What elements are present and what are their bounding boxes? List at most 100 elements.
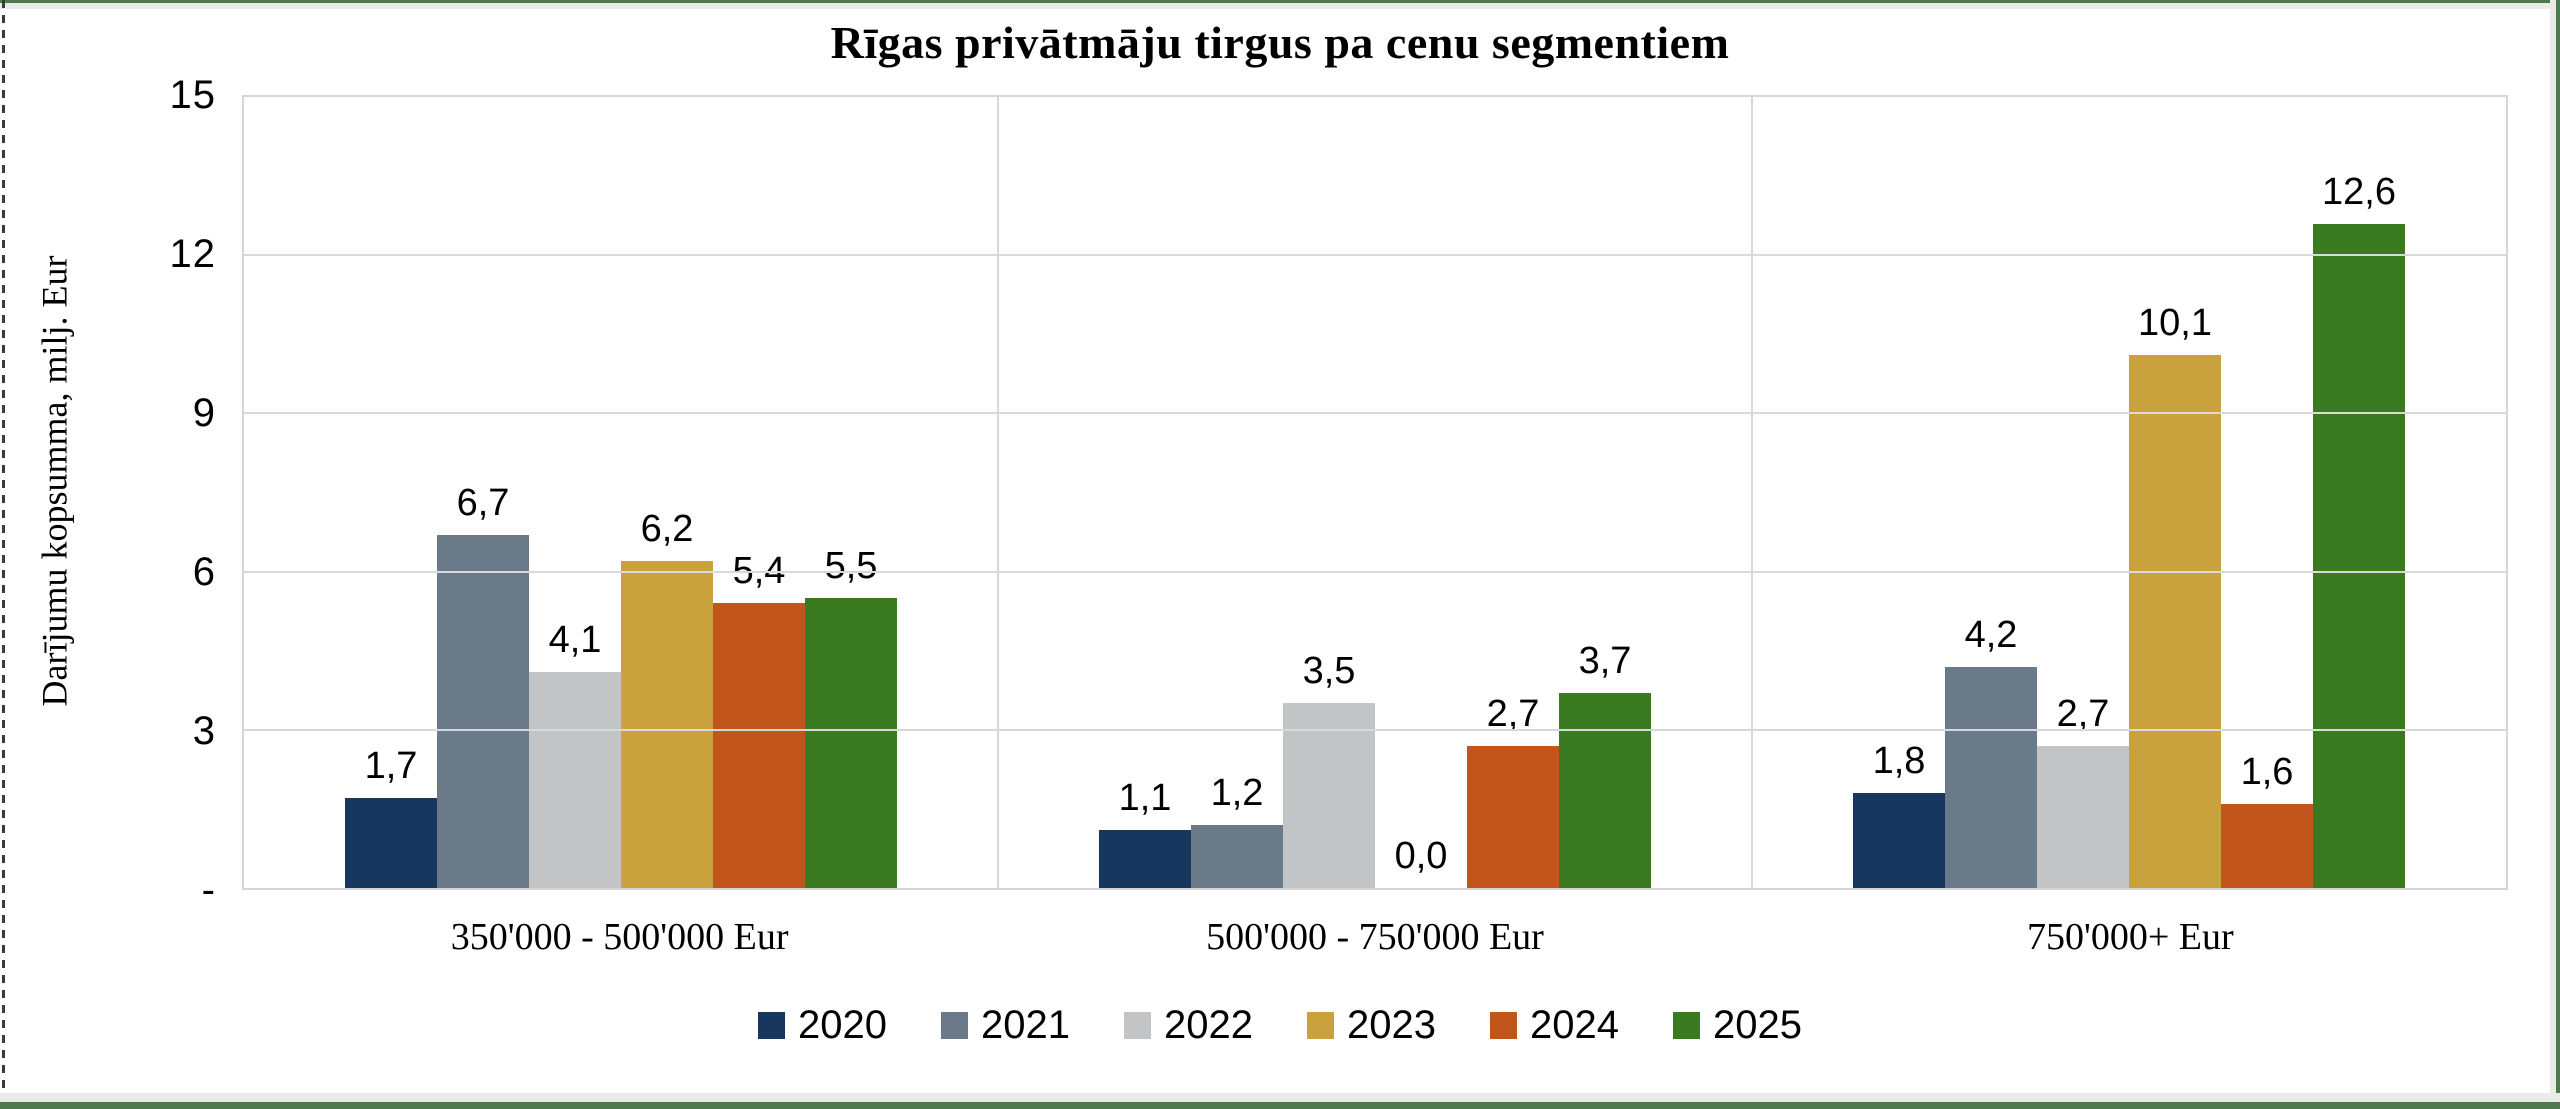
bar-value-label: 1,1 <box>1118 777 1172 819</box>
sheet-bottom-border <box>0 1102 2560 1109</box>
legend-swatch <box>941 1011 969 1039</box>
bar-value-label: 2,7 <box>2056 692 2110 735</box>
bar-2024 <box>1467 745 1559 888</box>
y-tick-label: 6 <box>192 550 216 594</box>
bar-value-label: 4,1 <box>548 618 602 661</box>
bar-2023 <box>2129 355 2221 888</box>
legend-swatch <box>1307 1011 1334 1039</box>
bar-slot-2020: 1,8 <box>1853 97 1945 888</box>
legend-label: 2024 <box>1529 1003 1619 1047</box>
bar-slot-2022: 3,5 <box>1283 97 1375 888</box>
legend: 2020 2021 2022 2023 2024 2025 <box>0 1002 2560 1048</box>
gridline <box>244 570 2506 573</box>
legend-label: 2021 <box>981 1003 1071 1047</box>
bar-value-label: 1,2 <box>1210 771 1264 814</box>
category-panel: 1,8 4,2 2,7 10,1 1,6 12,6 <box>1752 97 2506 888</box>
bar-value-label: 6,7 <box>456 481 510 524</box>
bar-slot-2021: 4,2 <box>1945 97 2037 888</box>
gridline <box>244 728 2506 731</box>
bar-2025 <box>1559 692 1651 888</box>
gridline <box>244 412 2506 415</box>
bar-2021 <box>437 534 529 888</box>
category-label: 500'000 - 750'000 Eur <box>1206 916 1544 958</box>
bar-value-label: 5,5 <box>824 544 878 587</box>
bar-2020 <box>345 798 437 888</box>
bar-slot-2025: 5,5 <box>805 97 897 888</box>
bar-slot-2024: 5,4 <box>713 97 805 888</box>
bar-slot-2024: 2,7 <box>1467 97 1559 888</box>
y-tick-label: 15 <box>169 73 216 117</box>
bar-slot-2022: 4,1 <box>529 97 621 888</box>
bar-value-label: 1,8 <box>1872 740 1926 783</box>
legend-label: 2025 <box>1712 1003 1802 1047</box>
legend-swatch <box>758 1011 786 1039</box>
gridline <box>244 254 2506 257</box>
legend-label: 2022 <box>1164 1003 1253 1047</box>
bar-slot-2025: 12,6 <box>2313 97 2405 888</box>
bar-2022 <box>1283 703 1375 888</box>
legend-item-2024: 2024 <box>1489 1002 1619 1048</box>
bar-slot-2023: 0,0 <box>1375 97 1467 888</box>
bar-slot-2023: 10,1 <box>2129 97 2221 888</box>
legend-label: 2023 <box>1347 1003 1436 1047</box>
legend-item-2022: 2022 <box>1124 1002 1253 1048</box>
bar-value-label: 3,7 <box>1578 639 1632 682</box>
category-panel: 1,1 1,2 3,5 0,0 2,7 3,7 <box>998 97 1752 888</box>
bar-slot-2021: 6,7 <box>437 97 529 888</box>
y-tick-label: 12 <box>169 232 216 276</box>
bar-2024 <box>2221 803 2313 888</box>
legend-swatch <box>1672 1011 1700 1039</box>
bar-value-label: 3,5 <box>1302 650 1356 693</box>
bar-slot-2023: 6,2 <box>621 97 713 888</box>
sheet-top-border <box>0 0 2560 3</box>
bar-2022 <box>2037 745 2129 888</box>
category-panel: 1,7 6,7 4,1 6,2 5,4 5,5 <box>244 97 998 888</box>
sheet-bottom-strip <box>0 1093 2560 1102</box>
bar-slot-2021: 1,2 <box>1191 97 1283 888</box>
y-tick-label: - <box>201 868 216 912</box>
bar-value-label: 0,0 <box>1394 835 1448 877</box>
y-axis-tick-labels: 15 12 9 6 3 - <box>0 73 216 912</box>
bar-2025 <box>805 597 897 888</box>
x-axis-category-labels: 350'000 - 500'000 Eur 500'000 - 750'000 E… <box>242 915 2508 959</box>
sheet-right-strip <box>2550 0 2556 1109</box>
bar-slot-2024: 1,6 <box>2221 97 2313 888</box>
bar-2022 <box>529 671 621 888</box>
bar-slot-2020: 1,1 <box>1099 97 1191 888</box>
bar-2021 <box>1191 824 1283 888</box>
legend-item-2025: 2025 <box>1672 1002 1802 1048</box>
category-separator-gridline <box>996 97 999 888</box>
legend-swatch <box>1489 1011 1517 1039</box>
y-tick-label: 9 <box>192 391 216 435</box>
bar-value-label: 10,1 <box>2138 302 2212 345</box>
bar-2021 <box>1945 666 2037 888</box>
sheet-right-border <box>2556 0 2560 1109</box>
category-label: 750'000+ Eur <box>2026 916 2234 958</box>
bar-2023 <box>621 561 713 888</box>
category-label: 350'000 - 500'000 Eur <box>450 916 789 958</box>
bar-value-label: 4,2 <box>1964 613 2018 656</box>
page-break-dashed-line <box>2 0 5 1109</box>
bar-slot-2022: 2,7 <box>2037 97 2129 888</box>
sheet-top-strip <box>0 3 2560 9</box>
bar-2025 <box>2313 223 2405 888</box>
bar-2020 <box>1853 793 1945 888</box>
bar-slot-2025: 3,7 <box>1559 97 1651 888</box>
bar-2024 <box>713 603 805 888</box>
y-tick-label: 3 <box>192 709 216 753</box>
bar-value-label: 12,6 <box>2322 170 2396 213</box>
bar-2020 <box>1099 830 1191 888</box>
bar-value-label: 1,6 <box>2240 750 2294 793</box>
legend-item-2023: 2023 <box>1307 1002 1436 1048</box>
legend-item-2021: 2021 <box>941 1002 1070 1048</box>
plot-area: 1,7 6,7 4,1 6,2 5,4 5,5 1,1 1,2 3,5 0,0 2,7 3,7 1,8 4… <box>242 95 2508 890</box>
bar-value-label: 6,2 <box>640 508 694 551</box>
legend-label: 2020 <box>798 1003 888 1047</box>
legend-item-2020: 2020 <box>758 1002 887 1048</box>
bar-slot-2020: 1,7 <box>345 97 437 888</box>
bar-value-label: 2,7 <box>1486 692 1540 735</box>
bar-value-label: 1,7 <box>364 745 418 788</box>
chart-title: Rīgas privātmāju tirgus pa cenu segmenti… <box>830 17 1730 68</box>
legend-swatch <box>1124 1011 1152 1039</box>
